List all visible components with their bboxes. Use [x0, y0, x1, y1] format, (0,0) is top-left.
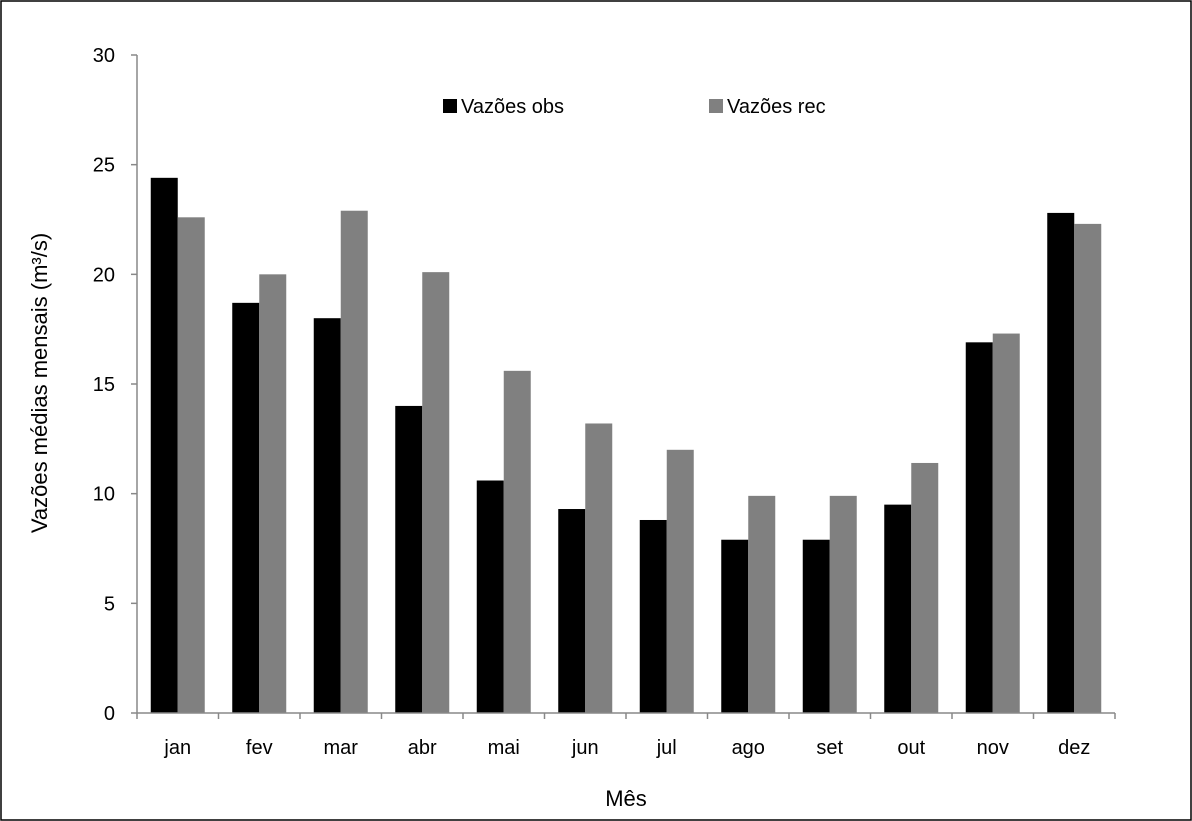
bars-layer: [150, 177, 1102, 714]
bar-obs-abr: [395, 405, 423, 713]
x-tick-label: out: [897, 737, 925, 759]
x-axis-title: Mês: [605, 786, 647, 811]
legend-label: Vazões rec: [727, 96, 826, 118]
y-axis-title: Vazões médias mensais (m³/s): [27, 233, 52, 533]
x-tick-label: jul: [656, 737, 677, 759]
x-tick-label: fev: [246, 737, 273, 759]
bar-obs-set: [802, 539, 830, 713]
bar-rec-mar: [340, 210, 368, 713]
bar-obs-fev: [232, 302, 260, 713]
bar-rec-nov: [992, 333, 1020, 713]
bar-obs-ago: [721, 539, 749, 713]
x-tick-label: dez: [1058, 737, 1090, 759]
x-tick-label: mai: [488, 737, 520, 759]
bar-rec-jun: [585, 423, 613, 713]
bar-rec-set: [829, 495, 857, 713]
x-tick-label: nov: [977, 737, 1009, 759]
y-tick-label: 0: [104, 703, 115, 725]
bar-rec-jan: [177, 217, 205, 713]
bar-rec-dez: [1074, 223, 1102, 714]
y-tick-label: 25: [93, 155, 115, 177]
bar-rec-ago: [748, 495, 776, 713]
legend-swatch: [709, 99, 723, 113]
bar-obs-jul: [639, 519, 667, 713]
x-tick-label: jun: [571, 737, 599, 759]
x-tick-label: jan: [163, 737, 191, 759]
y-tick-label: 5: [104, 593, 115, 615]
x-tick-label: set: [816, 737, 843, 759]
bar-obs-mai: [476, 480, 504, 713]
y-tick-label: 30: [93, 45, 115, 67]
bar-rec-fev: [259, 274, 287, 713]
x-tick-label: abr: [408, 737, 437, 759]
bar-rec-mai: [503, 370, 531, 713]
bar-rec-abr: [422, 272, 450, 713]
bar-obs-mar: [313, 318, 341, 713]
ticks-layer: 0 5 10 15 20 25 30 jan fev mar abr mai jun jul ago set o…: [93, 45, 1116, 759]
bar-obs-jun: [558, 509, 586, 713]
x-tick-label: ago: [732, 737, 765, 759]
y-tick-label: 20: [93, 264, 115, 286]
bar-obs-out: [884, 504, 912, 713]
bar-rec-jul: [666, 449, 694, 713]
legend-label: Vazões obs: [461, 96, 564, 118]
bar-obs-jan: [150, 177, 178, 713]
legend-swatch: [443, 99, 457, 113]
x-tick-label: mar: [324, 737, 359, 759]
bar-obs-nov: [965, 342, 993, 713]
y-tick-label: 15: [93, 374, 115, 396]
bar-obs-dez: [1047, 212, 1075, 714]
bar-rec-out: [911, 462, 939, 713]
legend: Vazões obs Vazões rec: [443, 96, 826, 118]
y-tick-label: 10: [93, 484, 115, 506]
